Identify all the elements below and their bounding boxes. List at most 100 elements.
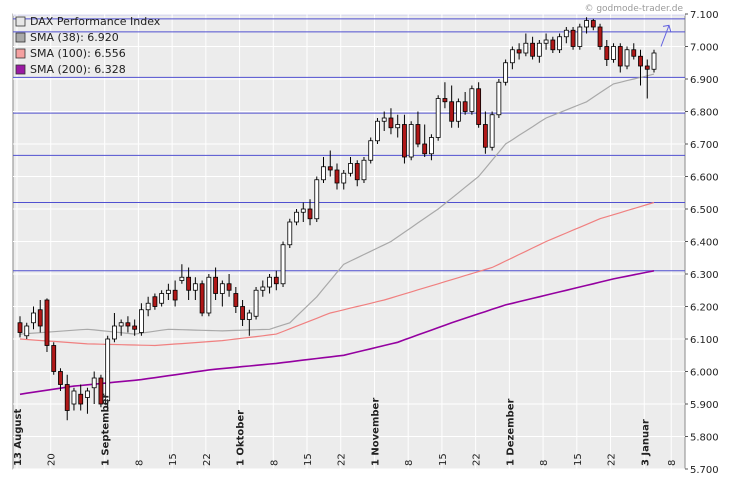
candle-body-down [226, 283, 232, 291]
candle-body-up [381, 117, 387, 122]
candle-body-down [98, 377, 104, 405]
candle-body-up [557, 36, 562, 51]
candle-body-up [71, 390, 77, 405]
candle [557, 33, 562, 53]
x-tick-label: 15 [573, 453, 584, 466]
candle-body-down [442, 98, 448, 103]
candle [152, 293, 158, 310]
candle [125, 316, 131, 333]
x-tick-label: 1 Oktober [236, 410, 247, 466]
candle-body-up [139, 309, 144, 333]
candle [462, 92, 468, 115]
sma-line-2 [19, 201, 655, 347]
x-tick-label: 8 [134, 460, 145, 466]
candle [98, 374, 104, 408]
candle [267, 274, 272, 294]
candle [273, 270, 279, 291]
candle [78, 384, 84, 411]
candle-body-up [145, 302, 151, 311]
x-tick-label: 8 [404, 460, 415, 466]
candle [422, 124, 428, 157]
candle-body-up [348, 163, 353, 174]
candle-body-up [206, 276, 212, 314]
candle [159, 290, 165, 307]
candle [644, 59, 650, 99]
candle [624, 46, 630, 70]
candle [246, 309, 252, 336]
candle [577, 23, 583, 50]
y-tick-label: 5.700 [690, 465, 719, 476]
candle [496, 79, 502, 118]
legend-swatch [15, 16, 26, 27]
candle-body-down [530, 42, 535, 57]
candle-body-down [604, 46, 610, 60]
candle [219, 280, 225, 307]
candle-body-up [24, 325, 30, 337]
candle-body-up [496, 81, 502, 116]
candle-body-up [253, 289, 259, 317]
candle [348, 157, 353, 177]
legend-swatch [15, 48, 26, 59]
candle-body-up [300, 208, 306, 213]
candle [71, 387, 77, 411]
candle-body-down [213, 276, 218, 294]
candle [280, 241, 286, 287]
candle [530, 36, 535, 60]
candle-body-up [429, 137, 434, 155]
candle-body-down [644, 65, 650, 70]
y-tick-label: 6.600 [690, 173, 719, 184]
candle-body-up [611, 46, 616, 60]
candle-body-down [273, 276, 279, 285]
candle-body-down [125, 322, 131, 327]
candle [213, 267, 218, 300]
candle-body-down [172, 289, 178, 301]
candle-body-down [402, 124, 407, 158]
candle-body-up [368, 140, 374, 161]
candle-body-up [159, 293, 165, 304]
candle [381, 111, 387, 131]
candle [314, 176, 320, 222]
candle-body-up [112, 325, 117, 340]
candle [206, 274, 212, 317]
candle-body-up [267, 276, 272, 288]
candle [294, 209, 299, 226]
candle-body-down [354, 163, 360, 181]
candle [435, 95, 441, 141]
candle [469, 85, 475, 115]
candle-body-up [624, 49, 630, 67]
candle-body-down [51, 345, 57, 372]
candle [543, 33, 549, 50]
candle-body-up [314, 179, 320, 220]
candle-body-up [165, 289, 171, 294]
candle-body-down [233, 293, 239, 307]
candle [91, 371, 97, 404]
candle [489, 111, 495, 151]
x-tick-label: 15 [168, 453, 179, 466]
candle-body-down [152, 296, 158, 307]
x-tick-label: 22 [472, 453, 483, 466]
candle [584, 17, 589, 34]
candle-body-down [199, 283, 205, 314]
candle-body-up [395, 124, 401, 129]
candle-body-up [260, 286, 266, 291]
candle-body-up [456, 101, 461, 122]
x-tick-label: 3 Januar [640, 419, 651, 466]
candle [456, 98, 461, 128]
candle-body-down [334, 169, 340, 184]
candle-body-down [617, 46, 623, 67]
y-tick-label: 6.200 [690, 303, 719, 314]
candle [354, 160, 360, 187]
candle-body-up [523, 42, 529, 54]
x-tick-label: 1 Dezember [505, 399, 516, 466]
candle [611, 43, 616, 63]
candle [233, 287, 239, 313]
x-tick-label: 1 November [370, 398, 381, 466]
candle [179, 264, 185, 284]
x-tick-label: 8 [667, 460, 678, 466]
candle [368, 137, 374, 164]
candle-body-down [631, 49, 637, 57]
candle-body-down [37, 309, 43, 327]
candle-body-down [516, 49, 522, 54]
y-tick-label: 6.400 [690, 238, 719, 249]
candle-body-down [462, 101, 468, 112]
